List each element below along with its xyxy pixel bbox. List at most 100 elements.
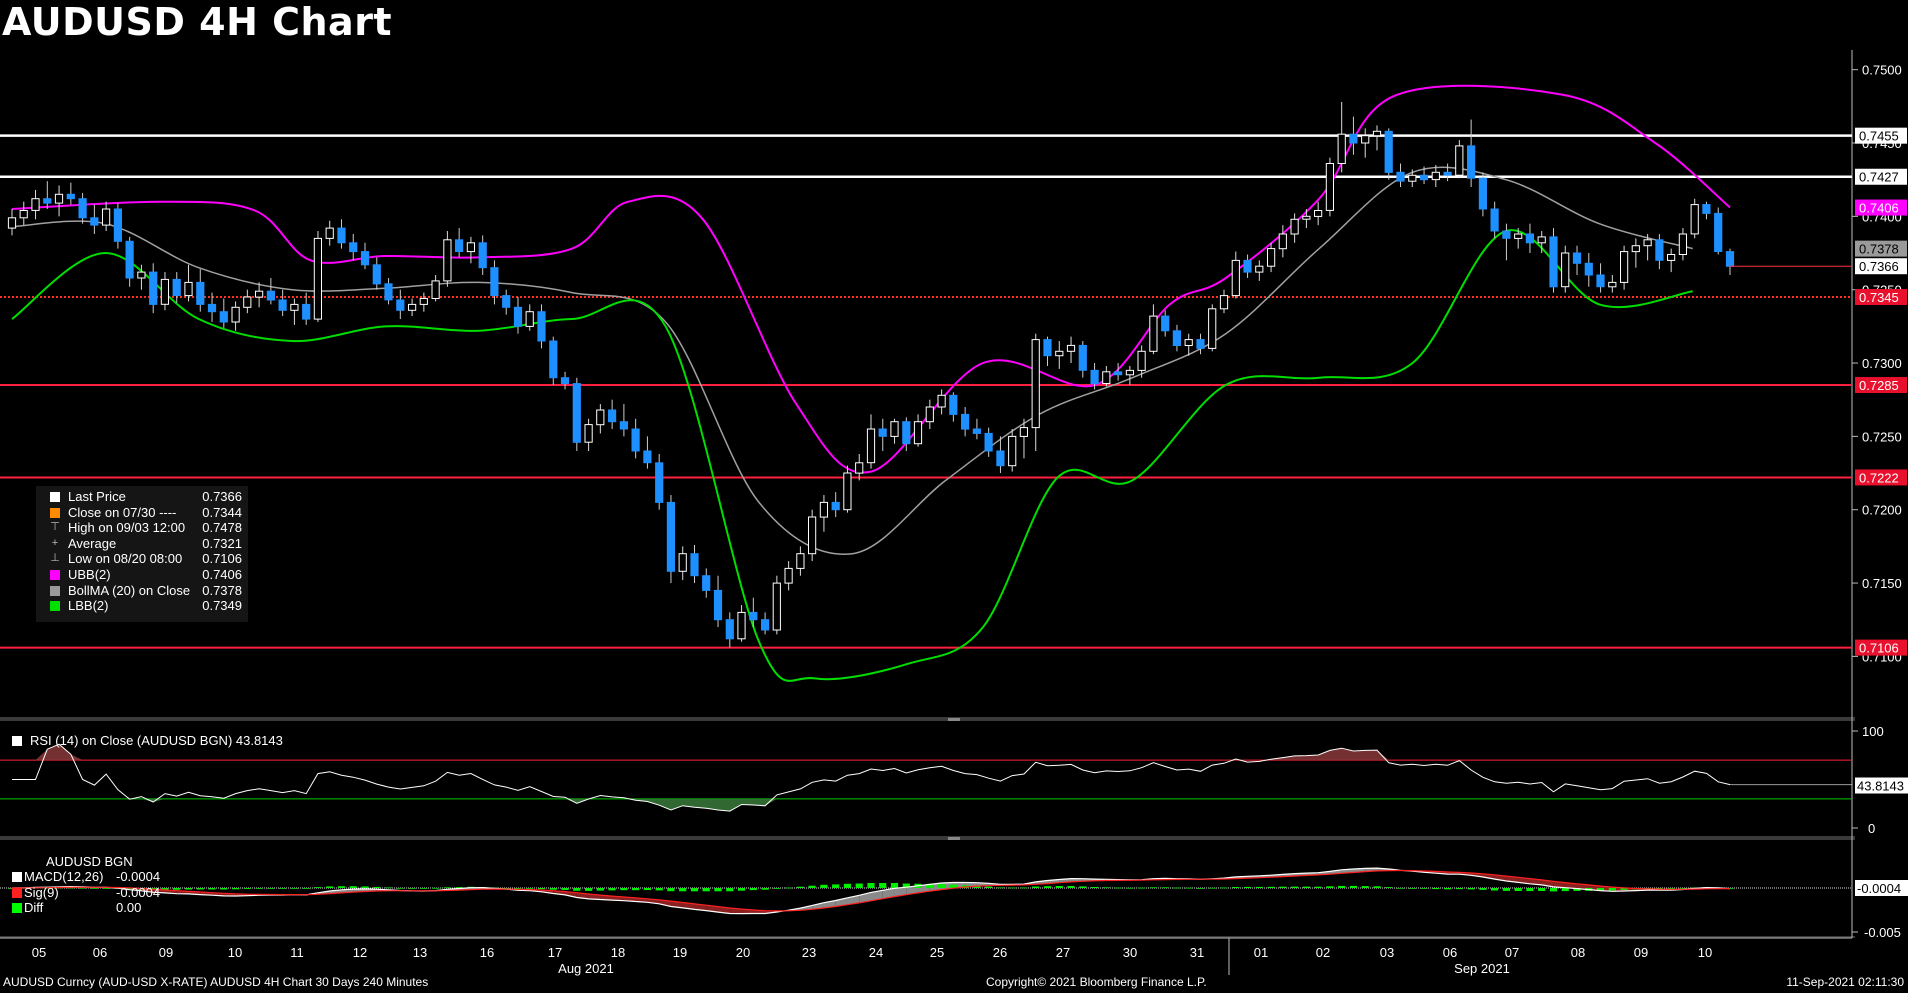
macd-histogram-bar xyxy=(761,888,769,890)
candle xyxy=(431,280,440,299)
macd-histogram-bar xyxy=(690,888,699,892)
macd-histogram-bar xyxy=(1526,888,1534,892)
legend-value: 0.7106 xyxy=(202,551,242,567)
macd-legend-value: 0.00 xyxy=(116,899,142,915)
legend-swatch xyxy=(50,601,60,612)
macd-histogram-bar xyxy=(1538,888,1546,891)
x-tick-label: 20 xyxy=(736,945,750,960)
legend-glyph-icon: ⊤ xyxy=(50,521,60,534)
candle xyxy=(1431,171,1440,181)
candle xyxy=(749,611,758,621)
macd-histogram-bar xyxy=(1679,888,1687,889)
macd-histogram-bar xyxy=(1255,886,1263,888)
macd-histogram-bar xyxy=(1302,886,1310,888)
candle xyxy=(302,303,311,320)
macd-histogram-bar xyxy=(326,886,334,888)
candle xyxy=(808,516,817,555)
macd-histogram-bar xyxy=(408,888,416,889)
macd-histogram-bar xyxy=(290,888,298,889)
legend-value: 0.7349 xyxy=(202,598,242,614)
macd-fill xyxy=(682,902,695,910)
legend-swatch xyxy=(50,507,60,518)
candle xyxy=(1419,174,1429,181)
macd-histogram-bar xyxy=(702,888,710,892)
macd-histogram-bar xyxy=(1126,887,1134,889)
candle xyxy=(1384,130,1393,173)
x-tick-label: 12 xyxy=(353,945,367,960)
candle xyxy=(43,198,52,204)
candle xyxy=(78,198,87,219)
macd-histogram-bar xyxy=(1420,888,1428,889)
candle xyxy=(549,340,558,379)
candle xyxy=(1184,339,1193,347)
footer-timestamp: 11-Sep-2021 02:11:30 xyxy=(1786,975,1904,989)
macd-histogram-bar xyxy=(1314,886,1322,888)
month-label: Aug 2021 xyxy=(558,961,614,976)
candle xyxy=(1196,339,1205,349)
panel-divider-macd xyxy=(0,936,1855,938)
candle xyxy=(255,290,264,298)
macd-histogram-bar xyxy=(1020,887,1028,889)
macd-histogram-bar xyxy=(1338,885,1346,888)
macd-histogram-bar xyxy=(832,884,840,888)
macd-histogram-bar xyxy=(1385,887,1393,888)
price-tag-label: 0.7406 xyxy=(1859,201,1899,216)
macd-histogram-bar xyxy=(655,888,663,891)
candle xyxy=(1161,315,1170,332)
candle xyxy=(231,306,240,323)
footer-copyright: Copyright© 2021 Bloomberg Finance L.P. xyxy=(986,975,1207,989)
macd-histogram-bar xyxy=(773,888,781,889)
candle xyxy=(1231,259,1240,297)
y-tick-label: 0.7200 xyxy=(1862,503,1902,518)
x-tick-label: 19 xyxy=(673,945,687,960)
candle xyxy=(1678,233,1688,255)
candle xyxy=(1478,177,1488,210)
candle xyxy=(560,377,570,385)
macd-legend-value: -0.0004 xyxy=(116,869,161,885)
x-tick-label: 26 xyxy=(993,945,1007,960)
candle xyxy=(819,501,828,518)
macd-histogram-bar xyxy=(1349,885,1357,888)
legend-value: 0.7378 xyxy=(202,582,242,598)
macd-histogram-bar xyxy=(79,887,87,889)
candle xyxy=(584,424,593,443)
candle xyxy=(1467,145,1476,179)
macd-histogram-bar xyxy=(1291,886,1299,888)
candle xyxy=(1714,212,1723,252)
candle xyxy=(643,450,652,464)
macd-histogram-bar xyxy=(1467,888,1475,890)
macd-legend-row: Sig(9) -0.0004 xyxy=(12,885,160,900)
candle xyxy=(1314,210,1323,217)
legend-glyph-icon: + xyxy=(51,536,59,549)
macd-histogram-bar xyxy=(561,888,569,890)
macd-signal-line xyxy=(12,869,1731,912)
x-tick-label: 02 xyxy=(1316,945,1330,960)
x-tick-label: 10 xyxy=(228,945,242,960)
level-tag-label: 0.7285 xyxy=(1859,378,1899,393)
macd-histogram-bar xyxy=(220,888,228,890)
x-tick-label: 11 xyxy=(290,945,304,960)
rsi-line xyxy=(12,743,1731,812)
candle xyxy=(184,281,193,297)
macd-histogram-bar xyxy=(455,887,463,888)
bollinger-moving-average xyxy=(11,166,1693,555)
candle xyxy=(1655,239,1664,261)
macd-fill xyxy=(812,902,824,910)
macd-legend-row: Diff 0.00 xyxy=(12,900,141,915)
level-tag-label: 0.7455 xyxy=(1859,129,1899,144)
y-tick-label: 0.7500 xyxy=(1862,63,1902,78)
macd-tag-label: -0.0004 xyxy=(1857,881,1901,896)
macd-histogram-bar xyxy=(1008,887,1016,889)
macd-fill xyxy=(894,887,907,897)
legend-label: UBB(2) xyxy=(68,566,111,582)
macd-fill xyxy=(659,899,671,907)
candle xyxy=(1090,369,1099,385)
macd-histogram-bar xyxy=(1232,887,1240,888)
candle xyxy=(149,271,158,305)
candle xyxy=(1725,251,1735,267)
candle xyxy=(160,278,170,305)
candle xyxy=(1066,344,1076,352)
macd-histogram-bar xyxy=(1667,888,1675,889)
macd-histogram-bar xyxy=(573,888,581,891)
candle xyxy=(1702,204,1711,214)
